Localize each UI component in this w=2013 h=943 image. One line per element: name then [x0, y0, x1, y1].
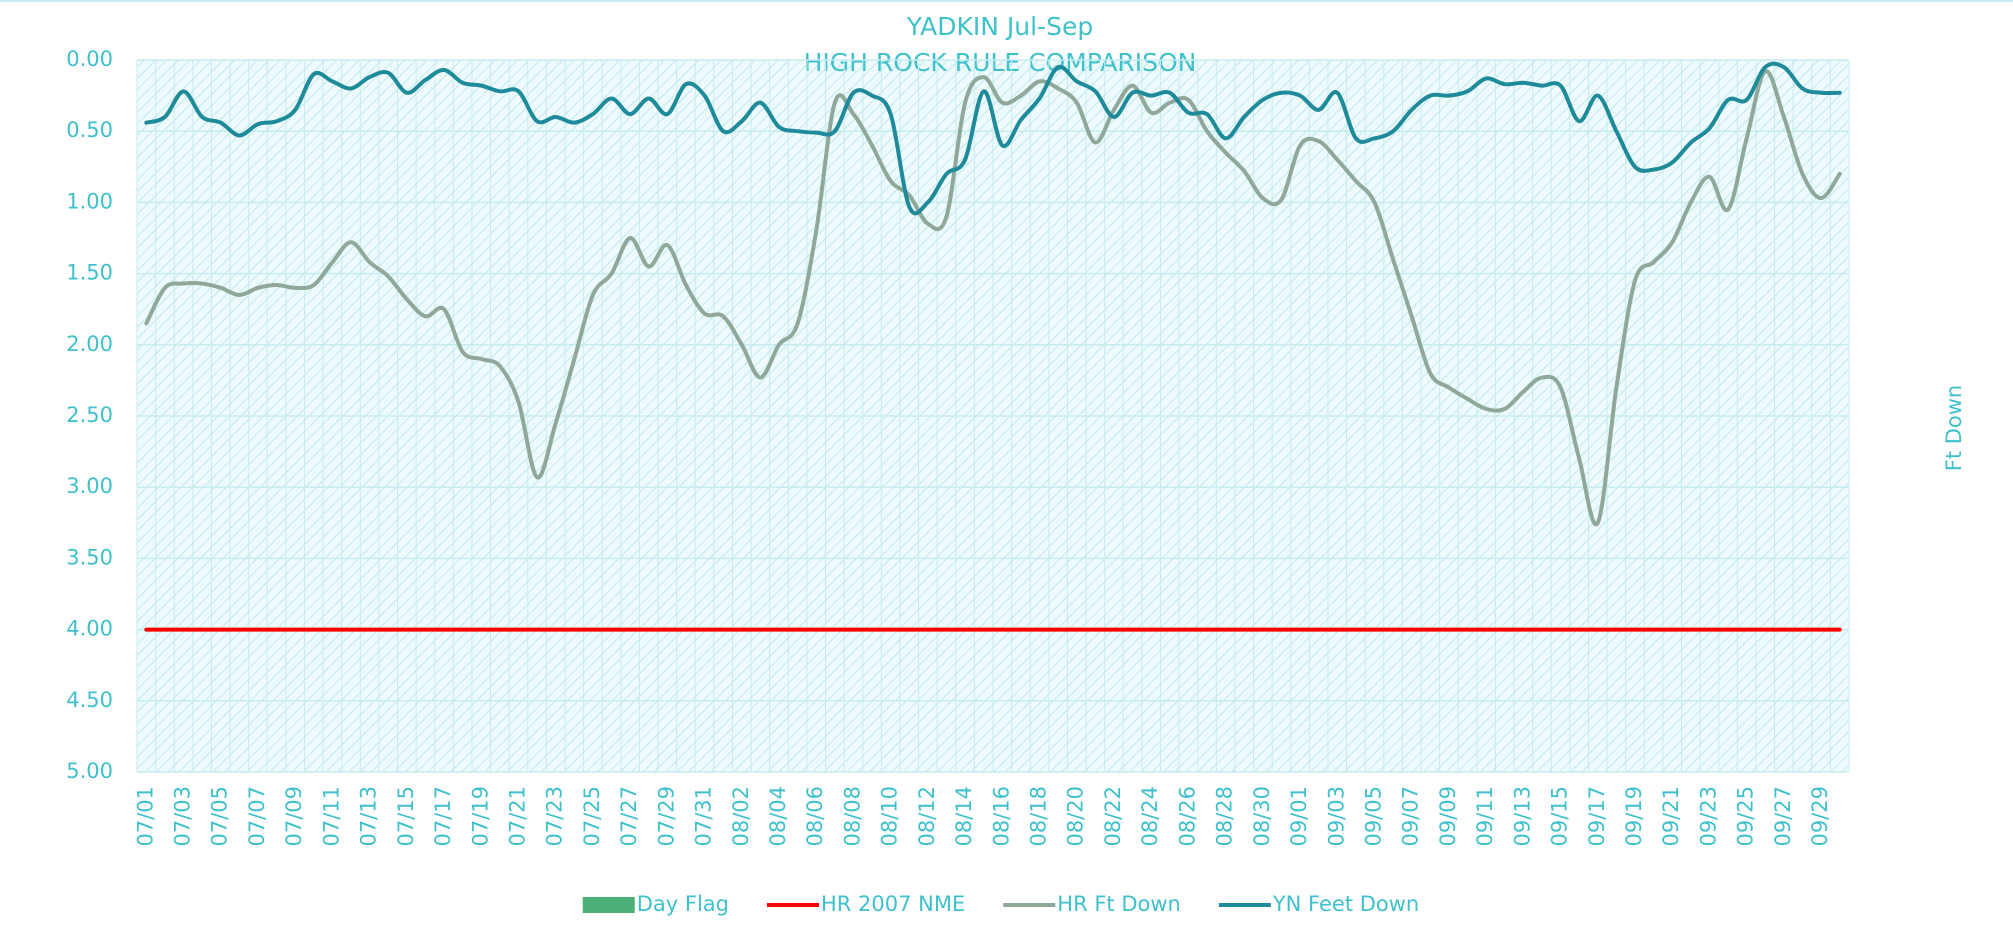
x-tick-label: 08/08 [840, 786, 864, 847]
x-tick-label: 09/03 [1324, 786, 1348, 847]
x-tick-label: 09/23 [1696, 786, 1720, 847]
x-tick-label: 08/16 [989, 786, 1013, 847]
x-tick-label: 07/25 [580, 786, 604, 847]
x-tick-label: 09/21 [1659, 786, 1683, 847]
x-tick-label: 09/01 [1287, 786, 1311, 847]
x-tick-label: 07/27 [617, 786, 641, 847]
x-tick-label: 09/29 [1808, 786, 1832, 847]
x-tick-label: 09/15 [1548, 786, 1572, 847]
x-tick-label: 09/05 [1361, 786, 1385, 847]
y-tick-label: 2.00 [66, 332, 113, 356]
x-tick-label: 09/17 [1585, 786, 1609, 847]
y-tick-label: 3.50 [66, 545, 113, 569]
x-tick-label: 07/29 [654, 786, 678, 847]
x-tick-label: 08/26 [1175, 786, 1199, 847]
y-axis-label: Ft Down [1942, 385, 1966, 472]
x-tick-label: 08/04 [766, 786, 790, 847]
x-tick-label: 07/01 [133, 786, 157, 847]
x-tick-label: 08/28 [1213, 786, 1237, 847]
line-series [144, 61, 1842, 216]
x-tick-label: 08/18 [1027, 786, 1051, 847]
x-tick-label: 08/10 [878, 786, 902, 847]
y-tick-label: 4.00 [66, 617, 113, 641]
y-tick-label: 1.00 [66, 189, 113, 213]
x-tick-label: 07/15 [394, 786, 418, 847]
y-tick-label: 0.50 [66, 118, 113, 142]
y-tick-label: 3.00 [66, 474, 113, 498]
x-tick-label: 07/07 [245, 786, 269, 847]
x-tick-label: 07/21 [505, 786, 529, 847]
x-tick-label: 07/17 [431, 786, 455, 847]
x-tick-label: 07/05 [208, 786, 232, 847]
x-tick-label: 07/19 [468, 786, 492, 847]
x-tick-label: 09/07 [1399, 786, 1423, 847]
legend-label: HR 2007 NME [821, 892, 965, 916]
legend-swatch [582, 897, 635, 913]
x-tick-label: 07/23 [543, 786, 567, 847]
x-tick-label: 08/24 [1138, 786, 1162, 847]
x-tick-label: 08/30 [1250, 786, 1274, 847]
x-tick-label: 09/11 [1473, 786, 1497, 847]
x-tick-label: 07/09 [282, 786, 306, 847]
chart-subtitle: HIGH ROCK RULE COMPARISON [804, 48, 1197, 77]
x-tick-label: 09/13 [1510, 786, 1534, 847]
y-tick-label: 5.00 [66, 759, 113, 783]
line-series [144, 69, 1842, 527]
x-tick-label: 08/22 [1101, 786, 1125, 847]
x-tick-label: 08/12 [915, 786, 939, 847]
x-tick-label: 08/20 [1064, 786, 1088, 847]
y-tick-label: 0.00 [66, 47, 113, 71]
y-tick-label: 2.50 [66, 403, 113, 427]
x-tick-label: 08/02 [729, 786, 753, 847]
x-tick-label: 07/31 [692, 786, 716, 847]
x-tick-label: 09/09 [1436, 786, 1460, 847]
y-tick-label: 4.50 [66, 688, 113, 712]
x-tick-label: 08/06 [803, 786, 827, 847]
x-tick-label: 09/25 [1734, 786, 1758, 847]
legend-label: Day Flag [637, 892, 729, 916]
legend-label: YN Feet Down [1272, 892, 1419, 916]
x-tick-label: 07/11 [319, 786, 343, 847]
x-tick-label: 08/14 [952, 786, 976, 847]
x-tick-label: 07/13 [357, 786, 381, 847]
x-tick-label: 09/19 [1622, 786, 1646, 847]
x-tick-label: 07/03 [171, 786, 195, 847]
legend-label: HR Ft Down [1057, 892, 1181, 916]
x-tick-label: 09/27 [1771, 786, 1795, 847]
y-tick-label: 1.50 [66, 261, 113, 285]
chart-title: YADKIN Jul-Sep [906, 12, 1093, 41]
